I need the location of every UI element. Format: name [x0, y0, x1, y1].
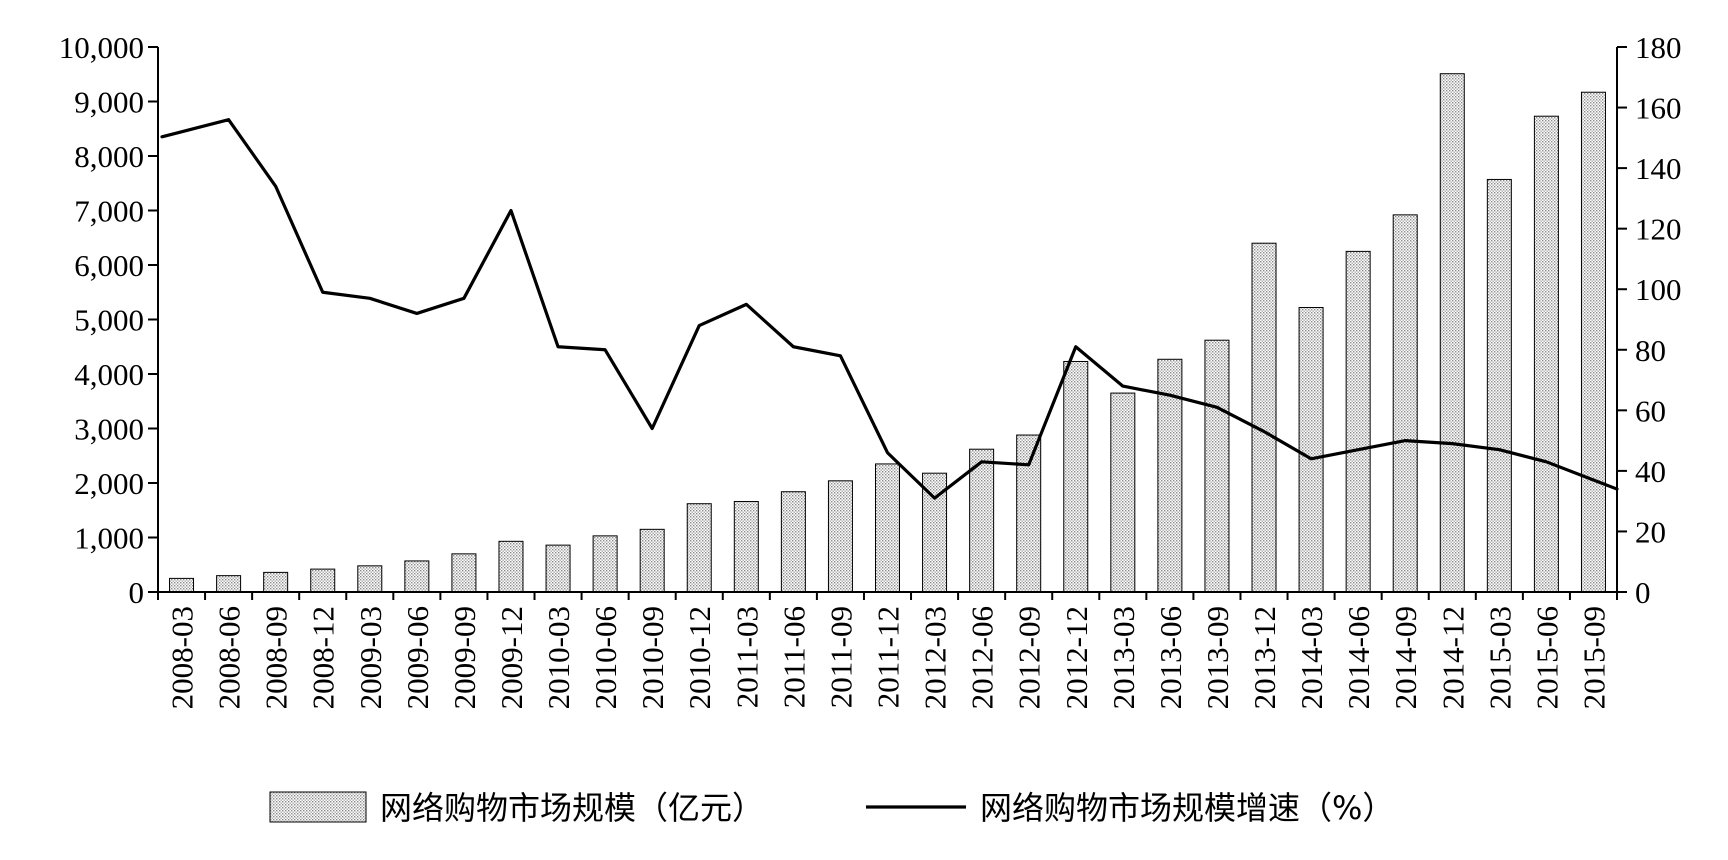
x-tick-label-2012-03: 2012-03 — [918, 606, 953, 709]
bar-2011-06 — [780, 491, 806, 593]
bar-2015-03 — [1486, 178, 1512, 593]
legend: 网络购物市场规模（亿元） 网络购物市场规模增速（%） — [269, 789, 1394, 827]
x-tick-label-2014-12: 2014-12 — [1435, 606, 1470, 709]
x-tick-label-2014-09: 2014-09 — [1388, 606, 1423, 709]
axes: 0 1,000 2,000 3,000 4,000 5,000 6,000 7,000 8,00… — [59, 30, 1682, 709]
left-tick-label: 6,000 — [74, 248, 144, 283]
bar-2009-12 — [498, 540, 524, 593]
x-tick-label-2013-06: 2013-06 — [1153, 606, 1188, 709]
x-tick-label-2013-09: 2013-09 — [1200, 606, 1235, 709]
bar-2008-12 — [310, 568, 336, 593]
x-tick-label-2010-12: 2010-12 — [682, 606, 717, 709]
left-tick-label: 7,000 — [74, 194, 144, 229]
x-tick-label-2013-12: 2013-12 — [1247, 606, 1282, 709]
x-tick-label-2009-03: 2009-03 — [353, 606, 388, 709]
bar-2008-06 — [216, 575, 242, 593]
x-tick-label-2012-09: 2012-09 — [1012, 606, 1047, 709]
bar-2011-03 — [733, 501, 759, 593]
bar-2015-06 — [1533, 115, 1559, 593]
left-tick-label: 3,000 — [74, 412, 144, 447]
x-tick-label-2010-09: 2010-09 — [635, 606, 670, 709]
right-tick-label: 140 — [1635, 151, 1682, 186]
x-tick-label-2008-09: 2008-09 — [259, 606, 294, 709]
bar-2013-12 — [1251, 242, 1277, 593]
right-tick-label: 60 — [1635, 393, 1666, 428]
x-tick-label-2012-12: 2012-12 — [1059, 606, 1094, 709]
x-tick-label-2009-09: 2009-09 — [447, 606, 482, 709]
x-tick-label-2011-06: 2011-06 — [776, 606, 811, 708]
right-tick-label: 180 — [1635, 30, 1682, 65]
bar-2014-06 — [1345, 250, 1371, 593]
bar-2010-06 — [592, 535, 618, 593]
x-tick-label-2015-06: 2015-06 — [1529, 606, 1564, 709]
right-tick-label: 40 — [1635, 454, 1666, 489]
x-tick-label-2008-12: 2008-12 — [306, 606, 341, 709]
right-tick-label: 80 — [1635, 333, 1666, 368]
bar-2013-03 — [1110, 392, 1136, 593]
x-tick-label-2014-06: 2014-06 — [1341, 606, 1376, 709]
left-tick-label: 9,000 — [74, 85, 144, 120]
x-tick-label-2010-06: 2010-06 — [588, 606, 623, 709]
bar-2011-09 — [827, 480, 853, 593]
bar-2012-12 — [1063, 360, 1089, 593]
bar-2010-09 — [639, 528, 665, 593]
bar-2009-06 — [404, 560, 430, 593]
legend-bar-swatch — [269, 791, 367, 823]
left-tick-label: 8,000 — [74, 139, 144, 174]
x-tick-label-2011-12: 2011-12 — [871, 606, 906, 708]
x-tick-label-2013-03: 2013-03 — [1106, 606, 1141, 709]
x-tick-label-2011-09: 2011-09 — [823, 606, 858, 708]
growth-line — [160, 118, 1619, 500]
bar-2008-03 — [169, 577, 195, 593]
bar-2015-09 — [1580, 91, 1606, 593]
growth-line-series — [160, 118, 1619, 500]
x-tick-label-2011-03: 2011-03 — [729, 606, 764, 708]
x-tick-label-2009-06: 2009-06 — [400, 606, 435, 709]
bar-2012-09 — [1016, 434, 1042, 593]
left-tick-label: 0 — [129, 575, 145, 610]
x-tick-label-2009-12: 2009-12 — [494, 606, 529, 709]
bar-2010-12 — [686, 503, 712, 593]
x-tick-label-2015-03: 2015-03 — [1482, 606, 1517, 709]
legend-bar-label: 网络购物市场规模（亿元） — [380, 789, 764, 827]
right-tick-label: 0 — [1635, 575, 1651, 610]
x-tick-label-2010-03: 2010-03 — [541, 606, 576, 709]
left-tick-label: 5,000 — [74, 303, 144, 338]
bar-2009-03 — [357, 565, 383, 593]
legend-line-label: 网络购物市场规模增速（%） — [980, 789, 1394, 827]
bar-2013-09 — [1204, 339, 1230, 593]
right-tick-label: 120 — [1635, 212, 1682, 247]
x-tick-label-2012-06: 2012-06 — [965, 606, 1000, 709]
right-tick-label: 20 — [1635, 514, 1666, 549]
bar-2014-09 — [1392, 214, 1418, 593]
bar-2010-03 — [545, 544, 571, 593]
left-tick-label: 2,000 — [74, 466, 144, 501]
bar-series — [169, 73, 1606, 593]
bar-2008-09 — [263, 571, 289, 593]
x-tick-label-2014-03: 2014-03 — [1294, 606, 1329, 709]
bar-2012-06 — [969, 448, 995, 593]
left-tick-label: 4,000 — [74, 357, 144, 392]
x-tick-label-2008-03: 2008-03 — [165, 606, 200, 709]
right-tick-label: 100 — [1635, 272, 1682, 307]
bar-2009-09 — [451, 553, 477, 593]
x-tick-label-2008-06: 2008-06 — [212, 606, 247, 709]
bar-2014-03 — [1298, 307, 1324, 593]
left-tick-label: 10,000 — [59, 30, 144, 65]
bar-2014-12 — [1439, 73, 1465, 593]
right-tick-label: 160 — [1635, 91, 1682, 126]
bar-2011-12 — [875, 463, 900, 593]
x-tick-label-2015-09: 2015-09 — [1576, 606, 1611, 709]
left-tick-label: 1,000 — [74, 521, 144, 556]
